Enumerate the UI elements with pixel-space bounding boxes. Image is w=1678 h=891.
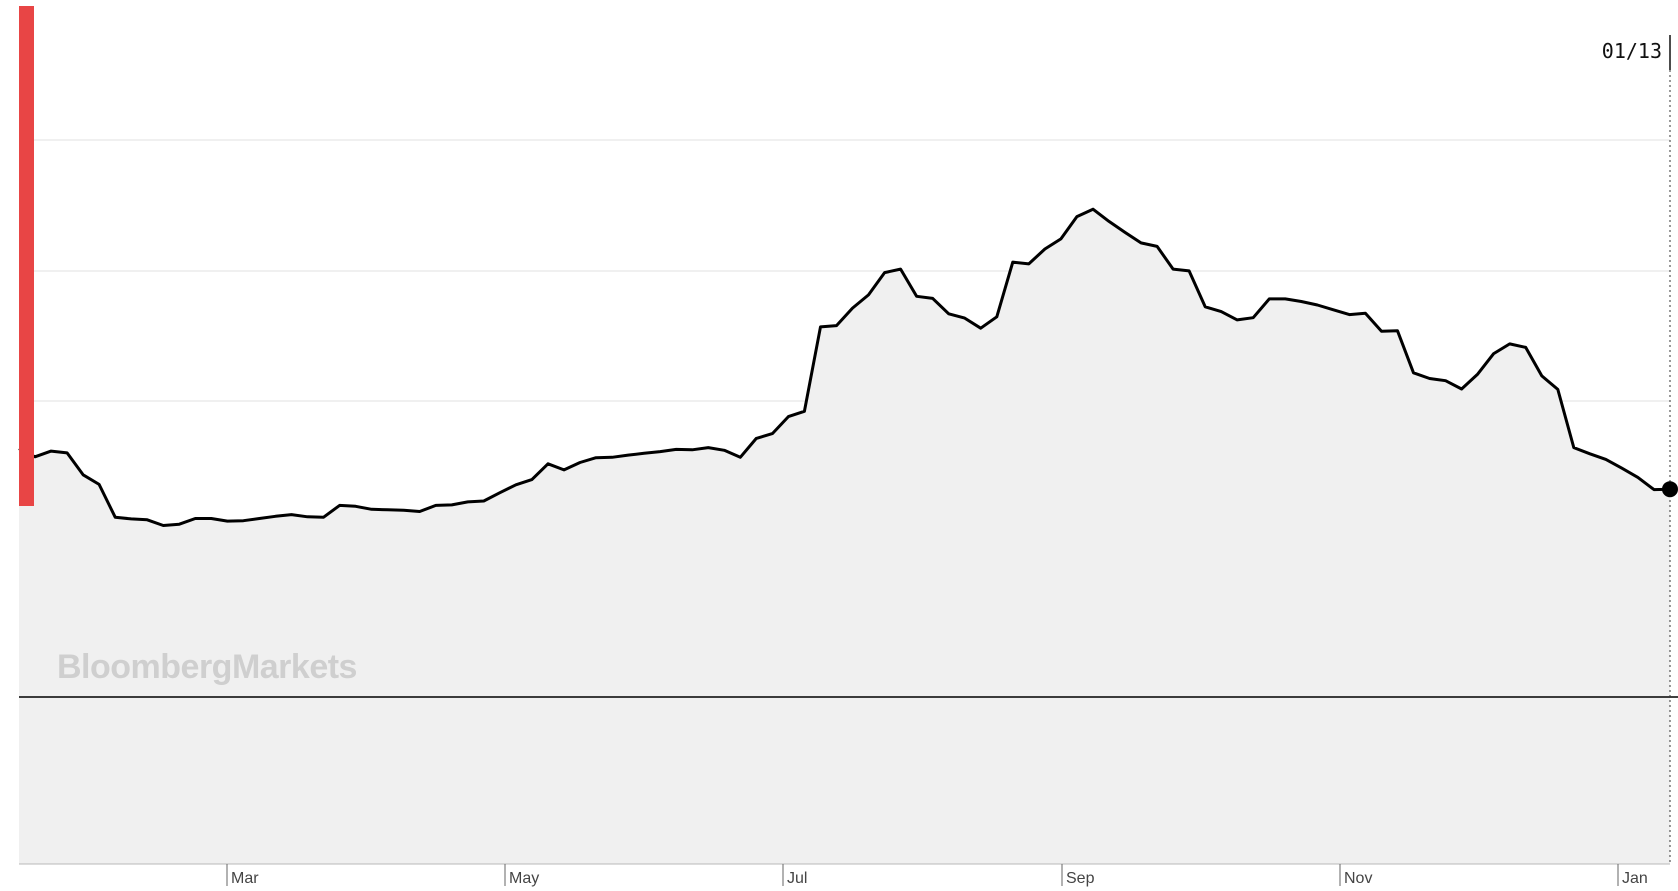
hover-point-marker[interactable] bbox=[1662, 481, 1678, 498]
watermark-brand: Bloomberg bbox=[57, 648, 232, 686]
x-tick-label-may: May bbox=[509, 870, 539, 887]
x-tick-label-jul: Jul bbox=[787, 870, 807, 887]
price-line bbox=[18, 207, 1671, 527]
bloomberg-markets-watermark: BloombergMarkets bbox=[57, 648, 357, 686]
price-area-fill bbox=[19, 209, 1670, 864]
range-start-marker[interactable] bbox=[19, 6, 34, 506]
watermark-product: Markets bbox=[232, 648, 357, 686]
hover-date-label: 01/13 bbox=[1602, 39, 1662, 63]
x-axis-ticks: Mar May Jul Sep Nov Jan bbox=[226, 864, 1648, 887]
x-tick-label-mar: Mar bbox=[231, 870, 259, 887]
x-tick-label-sep: Sep bbox=[1066, 870, 1095, 887]
x-tick-label-nov: Nov bbox=[1344, 870, 1372, 887]
x-tick-label-jan: Jan bbox=[1622, 870, 1648, 887]
